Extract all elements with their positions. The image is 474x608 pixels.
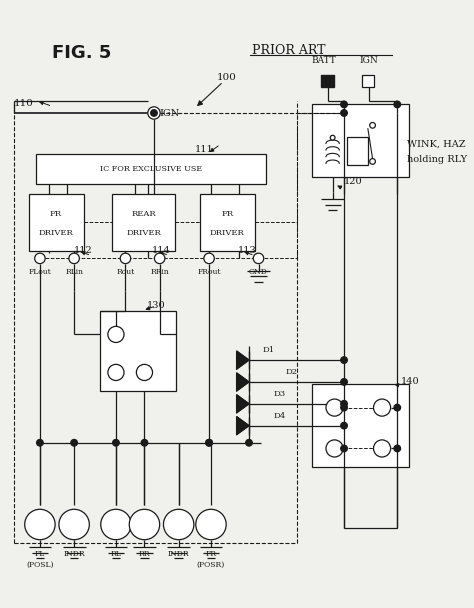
Text: (POSL): (POSL) <box>26 561 54 568</box>
Text: 100: 100 <box>217 72 237 81</box>
Circle shape <box>69 253 79 264</box>
Text: RLin: RLin <box>65 268 83 276</box>
Text: FR: FR <box>206 550 217 558</box>
Text: D3: D3 <box>273 390 286 398</box>
Text: (POSR): (POSR) <box>197 561 225 568</box>
Circle shape <box>341 101 347 108</box>
Circle shape <box>370 122 375 128</box>
Circle shape <box>394 445 401 452</box>
Text: DRIVER: DRIVER <box>39 229 73 237</box>
FancyBboxPatch shape <box>347 137 368 165</box>
Circle shape <box>101 510 131 540</box>
Circle shape <box>374 440 391 457</box>
Circle shape <box>206 440 212 446</box>
Circle shape <box>330 136 335 140</box>
Text: FRout: FRout <box>197 268 221 276</box>
Circle shape <box>341 401 347 407</box>
Circle shape <box>59 510 89 540</box>
Circle shape <box>326 399 343 416</box>
Text: 114: 114 <box>152 246 171 255</box>
Text: FR: FR <box>221 210 233 218</box>
Text: 111: 111 <box>195 145 214 154</box>
FancyBboxPatch shape <box>36 154 266 184</box>
Text: IC FOR EXCLUSIVE USE: IC FOR EXCLUSIVE USE <box>100 165 202 173</box>
Circle shape <box>246 440 252 446</box>
Circle shape <box>148 107 160 119</box>
Text: holding RLY: holding RLY <box>407 155 467 164</box>
Text: FR: FR <box>50 210 62 218</box>
Text: INDR: INDR <box>168 550 190 558</box>
Text: RL: RL <box>110 550 121 558</box>
Polygon shape <box>237 373 249 391</box>
Circle shape <box>196 510 226 540</box>
Text: BATT: BATT <box>312 57 337 66</box>
Text: D4: D4 <box>273 412 286 420</box>
Circle shape <box>206 440 212 446</box>
Circle shape <box>137 364 153 381</box>
Circle shape <box>141 440 148 446</box>
Text: IGN: IGN <box>160 109 180 119</box>
Text: DRIVER: DRIVER <box>210 229 245 237</box>
Text: PRIOR ART: PRIOR ART <box>252 44 325 57</box>
FancyBboxPatch shape <box>312 105 409 177</box>
Circle shape <box>36 440 43 446</box>
Text: 120: 120 <box>344 177 363 186</box>
Circle shape <box>113 440 119 446</box>
Text: D2: D2 <box>285 368 297 376</box>
Text: Rout: Rout <box>116 268 135 276</box>
Circle shape <box>341 109 347 116</box>
Circle shape <box>35 253 45 264</box>
Text: 140: 140 <box>401 377 419 385</box>
Text: D1: D1 <box>262 347 274 354</box>
FancyBboxPatch shape <box>312 384 409 468</box>
FancyBboxPatch shape <box>100 311 176 392</box>
Text: INDR: INDR <box>64 550 85 558</box>
Circle shape <box>341 404 347 411</box>
Text: RRin: RRin <box>150 268 169 276</box>
Circle shape <box>394 101 401 108</box>
Circle shape <box>120 253 131 264</box>
Circle shape <box>370 159 375 164</box>
FancyBboxPatch shape <box>112 194 175 250</box>
Circle shape <box>155 253 165 264</box>
Circle shape <box>341 445 347 452</box>
Polygon shape <box>237 416 249 435</box>
Text: GND: GND <box>249 268 268 276</box>
Bar <box>362 75 374 88</box>
FancyBboxPatch shape <box>200 194 255 250</box>
Circle shape <box>341 379 347 385</box>
Circle shape <box>341 423 347 429</box>
Text: 113: 113 <box>237 246 256 255</box>
Bar <box>321 75 334 88</box>
Circle shape <box>151 109 157 116</box>
Circle shape <box>129 510 160 540</box>
Circle shape <box>341 357 347 364</box>
Circle shape <box>108 326 124 342</box>
Text: 112: 112 <box>74 246 93 255</box>
FancyBboxPatch shape <box>28 194 83 250</box>
Circle shape <box>164 510 194 540</box>
Polygon shape <box>237 395 249 413</box>
Text: FIG. 5: FIG. 5 <box>52 44 112 61</box>
Circle shape <box>25 510 55 540</box>
Circle shape <box>374 399 391 416</box>
Text: 110: 110 <box>14 99 34 108</box>
Polygon shape <box>237 351 249 369</box>
Text: FL: FL <box>35 550 45 558</box>
Circle shape <box>108 364 124 381</box>
Circle shape <box>204 253 214 264</box>
Text: FLout: FLout <box>28 268 51 276</box>
Text: REAR: REAR <box>131 210 156 218</box>
Text: RR: RR <box>139 550 150 558</box>
Text: IGN: IGN <box>359 57 378 66</box>
Circle shape <box>71 440 77 446</box>
Circle shape <box>394 404 401 411</box>
Text: DRIVER: DRIVER <box>126 229 161 237</box>
Text: 130: 130 <box>147 301 166 309</box>
Text: WINK, HAZ: WINK, HAZ <box>407 140 465 149</box>
Circle shape <box>253 253 264 264</box>
Circle shape <box>326 440 343 457</box>
